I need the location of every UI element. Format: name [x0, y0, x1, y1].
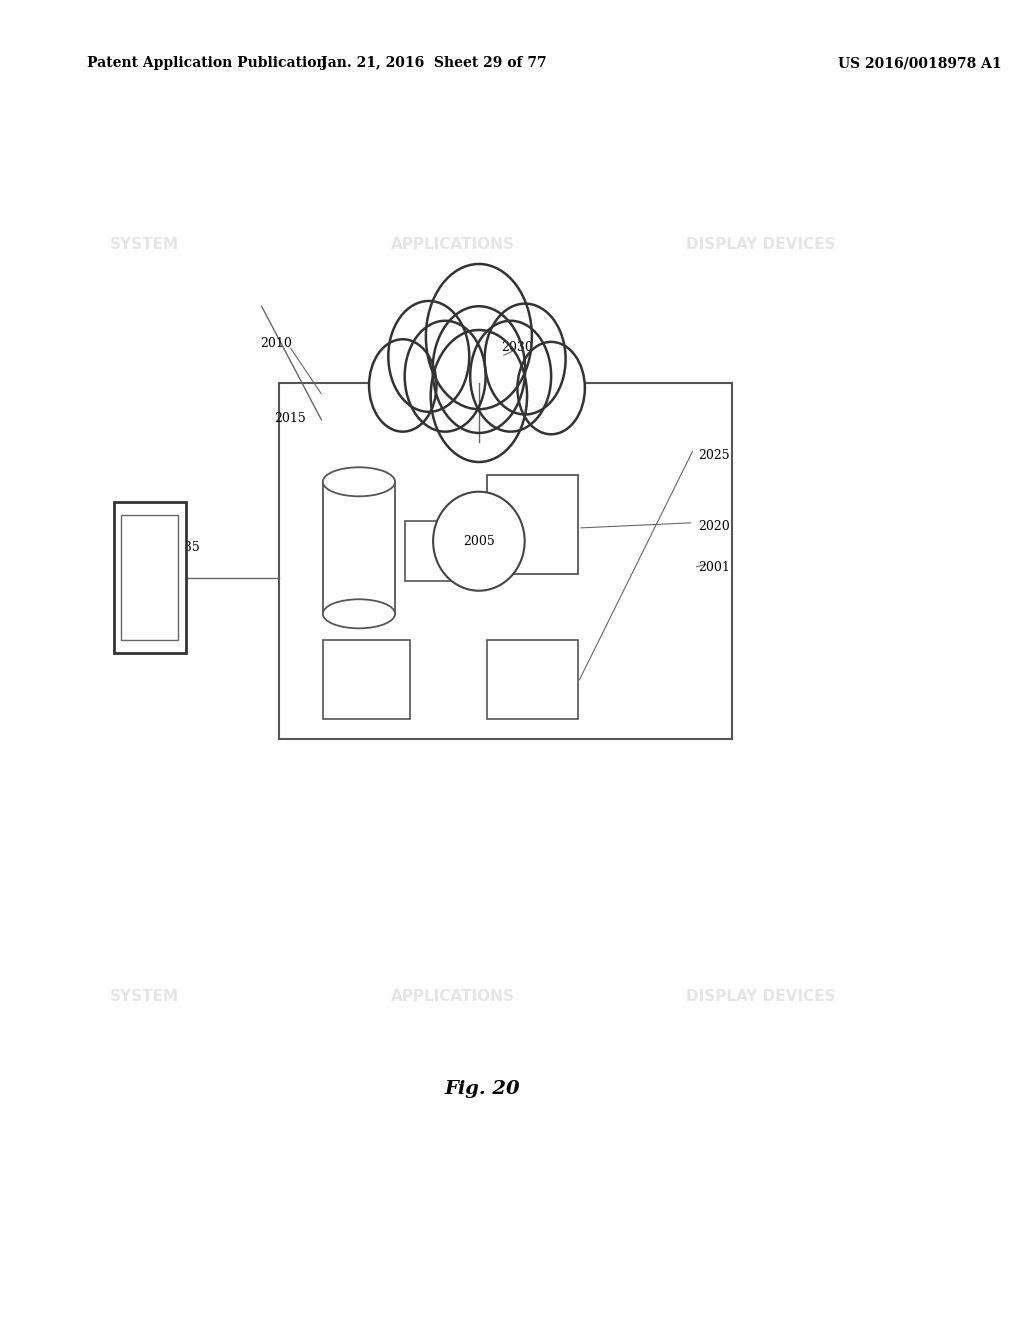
Text: Jan. 21, 2016  Sheet 29 of 77: Jan. 21, 2016 Sheet 29 of 77	[321, 57, 547, 70]
Text: SYSTEM: SYSTEM	[110, 989, 179, 1005]
Text: 2005: 2005	[463, 535, 495, 548]
Ellipse shape	[323, 467, 395, 496]
Text: APPLICATIONS: APPLICATIONS	[391, 989, 515, 1005]
Circle shape	[388, 301, 469, 412]
Text: 2040: 2040	[150, 525, 181, 539]
Text: 2030: 2030	[501, 341, 532, 354]
Bar	[486, 640, 579, 719]
Circle shape	[431, 330, 527, 462]
Bar	[122, 515, 178, 640]
Text: DISPLAY DEVICES: DISPLAY DEVICES	[686, 989, 836, 1005]
Ellipse shape	[433, 491, 524, 591]
Bar	[404, 521, 458, 581]
Text: 2010: 2010	[260, 337, 292, 350]
Text: Patent Application Publication: Patent Application Publication	[87, 57, 327, 70]
Text: Fig. 20: Fig. 20	[444, 1080, 519, 1098]
Text: 2025: 2025	[698, 449, 730, 462]
Text: 2035: 2035	[169, 541, 201, 554]
Text: APPLICATIONS: APPLICATIONS	[391, 236, 515, 252]
FancyBboxPatch shape	[280, 383, 732, 739]
Circle shape	[517, 342, 585, 434]
Circle shape	[369, 339, 436, 432]
Text: SYSTEM: SYSTEM	[110, 236, 179, 252]
Bar	[486, 475, 579, 574]
Text: US 2016/0018978 A1: US 2016/0018978 A1	[839, 57, 1001, 70]
Text: 2020: 2020	[698, 520, 730, 533]
Circle shape	[470, 321, 551, 432]
Circle shape	[484, 304, 565, 414]
Ellipse shape	[323, 599, 395, 628]
FancyBboxPatch shape	[114, 502, 186, 653]
Text: 2001: 2001	[698, 561, 730, 574]
Circle shape	[404, 321, 485, 432]
Text: DISPLAY DEVICES: DISPLAY DEVICES	[686, 236, 836, 252]
Bar	[323, 640, 410, 719]
Text: 2015: 2015	[274, 412, 306, 425]
Circle shape	[426, 264, 531, 409]
Bar	[323, 482, 395, 614]
Circle shape	[432, 306, 525, 433]
